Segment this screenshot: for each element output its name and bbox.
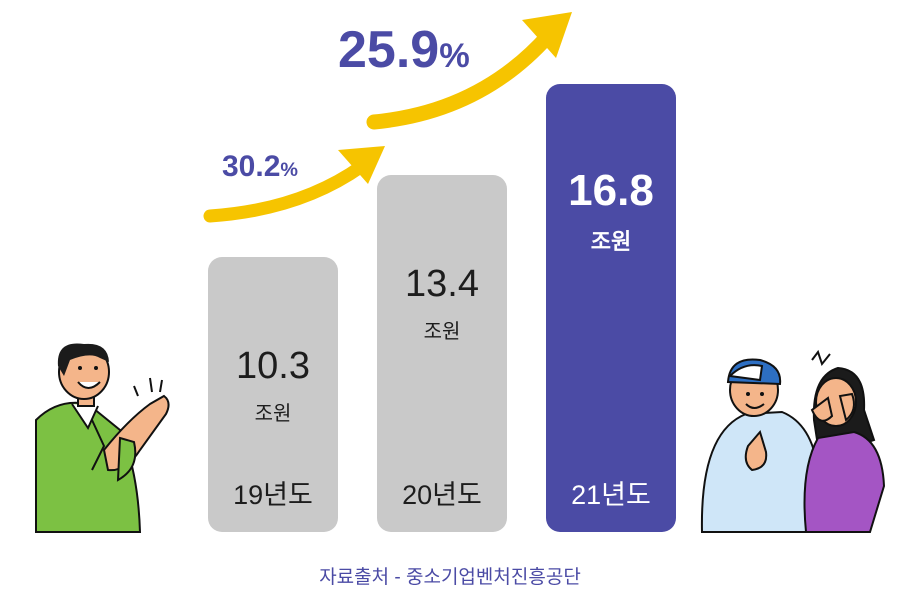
bar-20년도: 13.4 조원 20년도 xyxy=(377,174,507,532)
bar-unit-label: 조원 xyxy=(254,403,292,426)
bar-category-label: 21년도 xyxy=(571,480,651,510)
bar-value-label: 10.3 xyxy=(236,345,310,388)
bar-value-label: 16.8 xyxy=(568,166,654,215)
growth-value: 30.2 xyxy=(222,150,281,183)
bar-21년도: 16.8 조원 21년도 xyxy=(546,84,676,532)
bar-value-label: 13.4 xyxy=(405,262,479,305)
cheering-couple-icon xyxy=(700,349,886,533)
source-note: 자료출처 - 중소기업벤처진흥공단 xyxy=(319,567,581,588)
growth-label-20-21: 25.9% xyxy=(338,20,470,80)
bar-unit-label: 조원 xyxy=(423,320,461,343)
growth-label-19-20: 30.2% xyxy=(222,150,298,184)
growth-percent-sign: % xyxy=(280,159,298,181)
growth-value: 25.9 xyxy=(338,21,440,79)
bar-category-label: 19년도 xyxy=(233,479,313,510)
bar-category-label: 20년도 xyxy=(402,479,482,510)
growth-arrow-2 xyxy=(366,12,572,130)
bar-unit-label: 조원 xyxy=(590,229,632,254)
growth-arrow-1 xyxy=(203,146,385,223)
growth-percent-sign: % xyxy=(439,37,470,75)
clapping-man-icon xyxy=(35,343,170,533)
bar-19년도: 10.3 조원 19년도 xyxy=(208,257,338,532)
